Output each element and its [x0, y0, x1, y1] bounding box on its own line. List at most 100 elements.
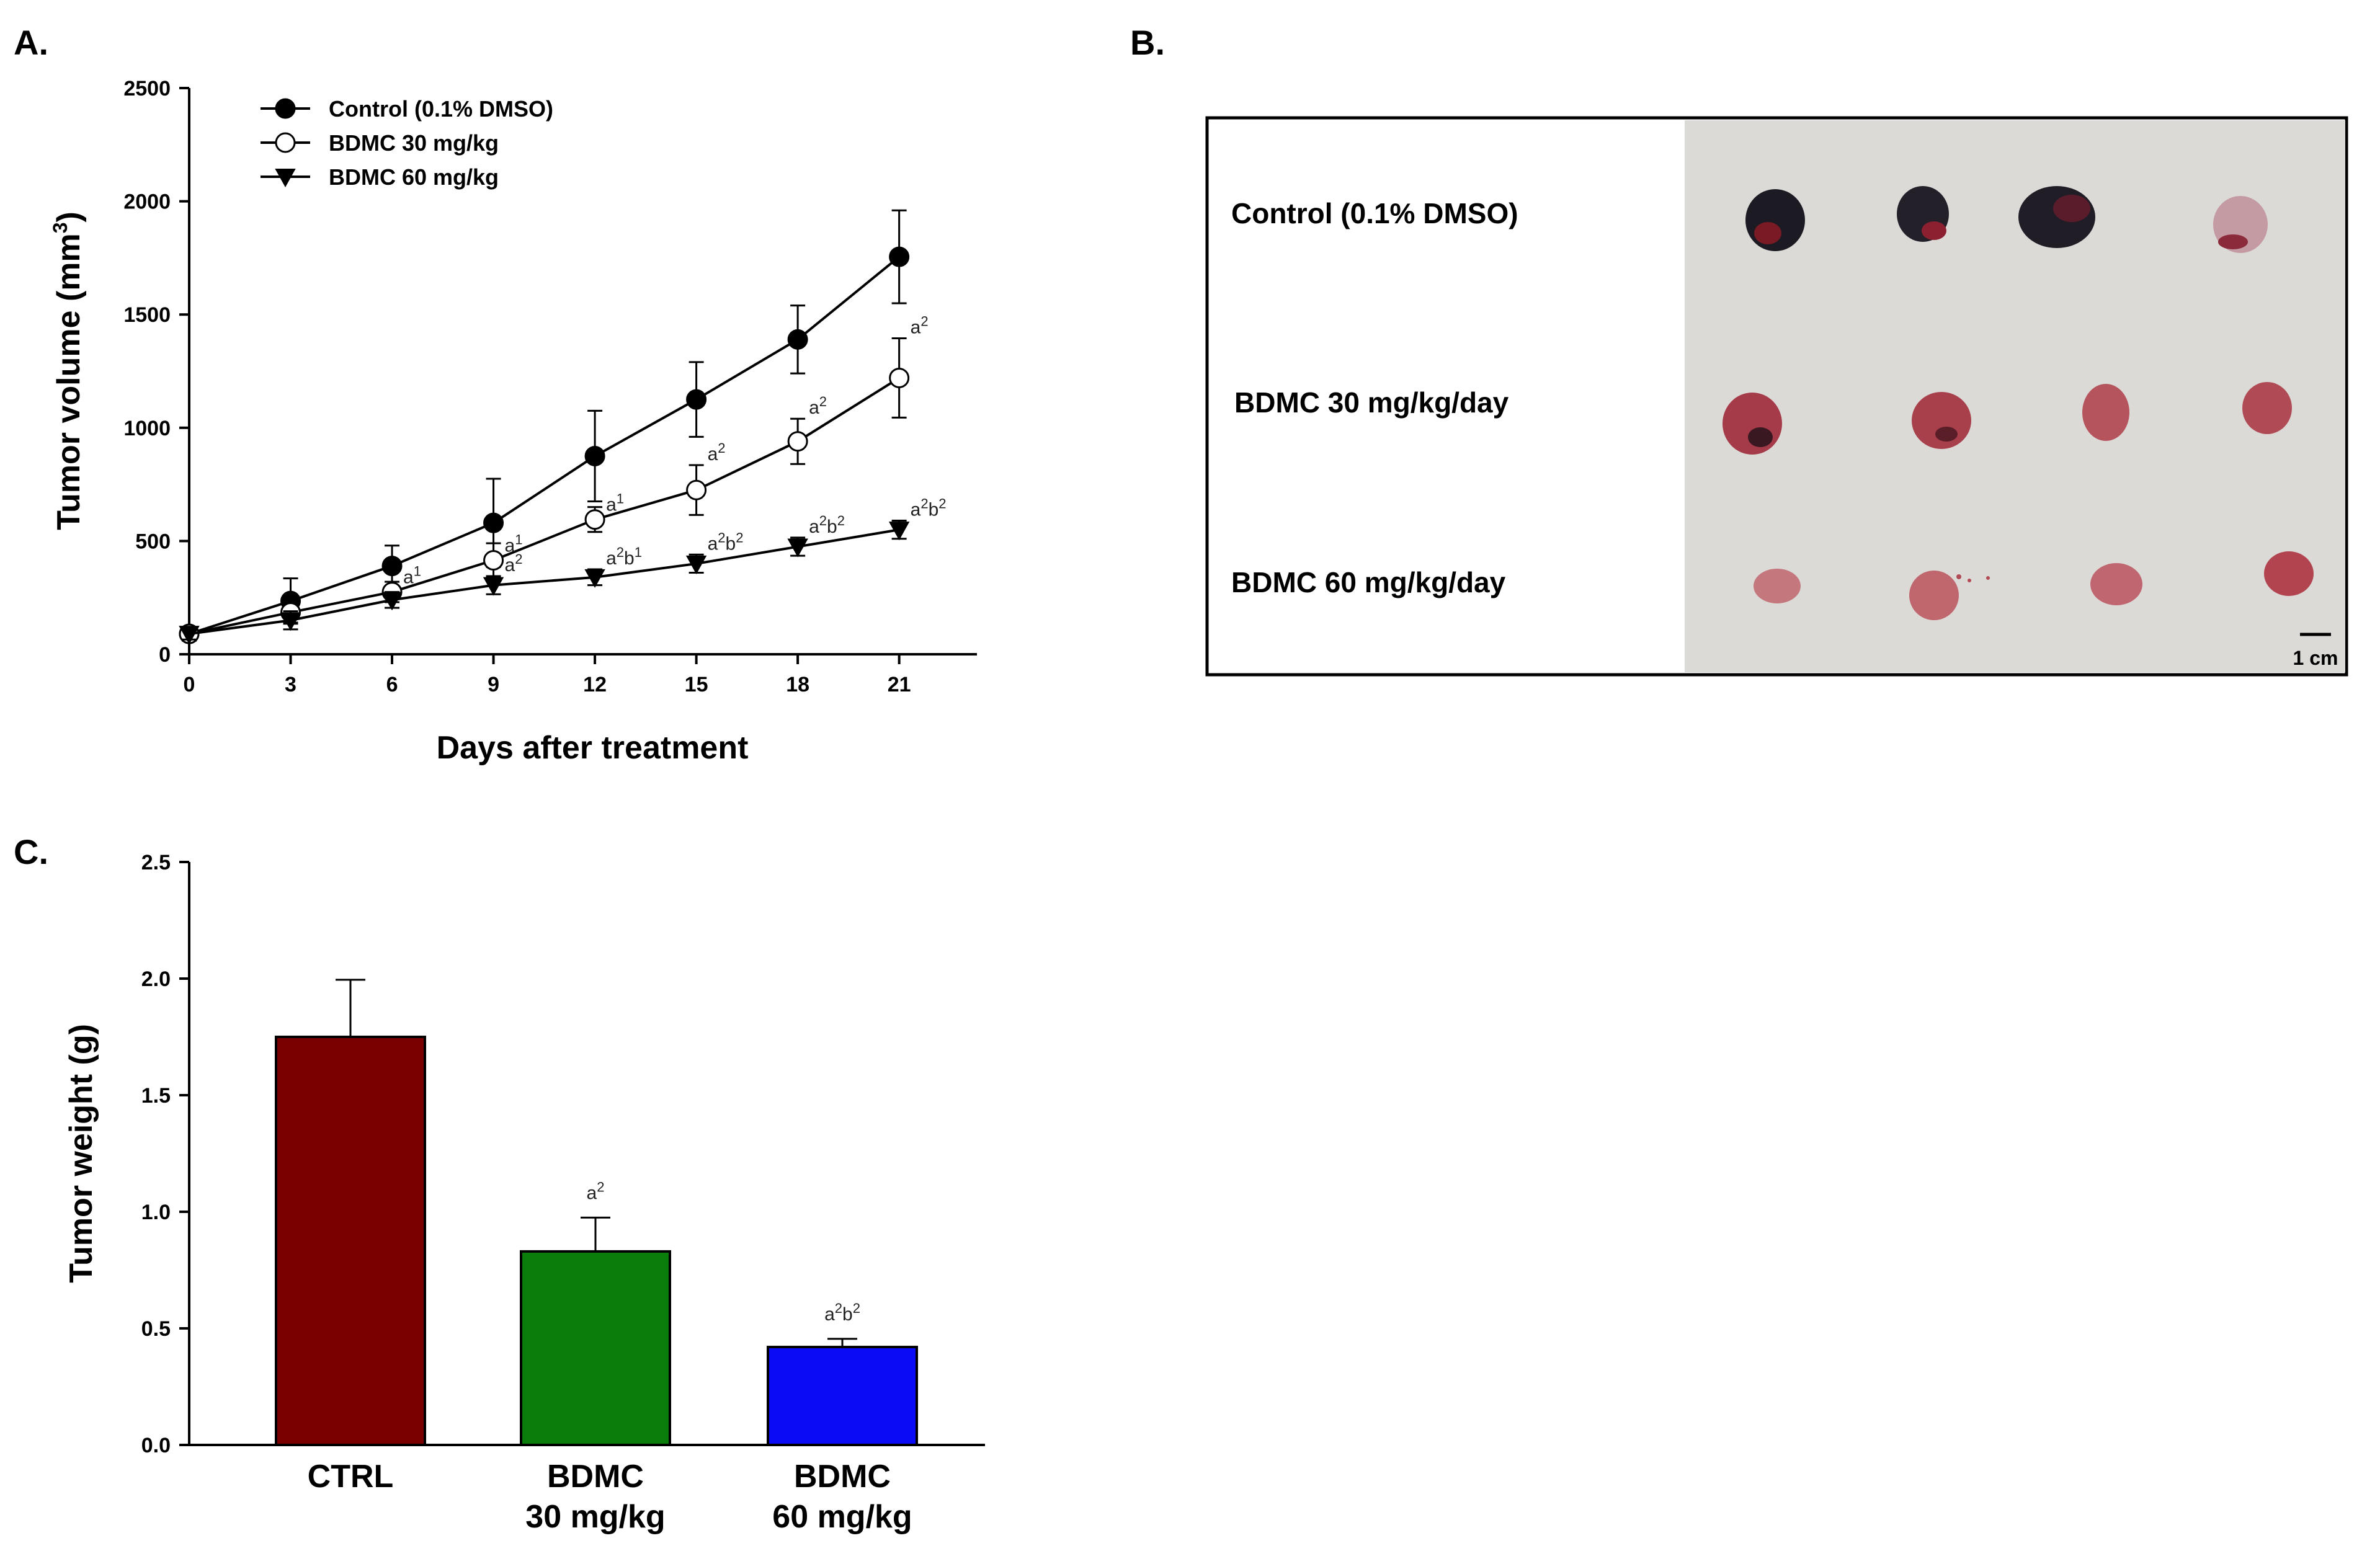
x-axis-title: Days after treatment: [437, 730, 749, 766]
series-0: [179, 209, 910, 644]
data-point: [889, 246, 910, 267]
panel-label-a: A.: [14, 23, 48, 62]
data-point: [179, 626, 200, 645]
tumor-highlight: [1935, 427, 1958, 442]
panel-label-b: B.: [1130, 23, 1165, 62]
data-point: [584, 445, 605, 466]
data-point: [483, 549, 504, 571]
data-point: [483, 512, 504, 533]
tumor-fragment: [1986, 576, 1990, 580]
y-axis-title: Tumor volume (mm3): [49, 211, 87, 530]
legend-marker: [275, 132, 296, 153]
y-tick-label: 1500: [123, 303, 171, 327]
bdmc30-tumors: [1723, 382, 2292, 455]
scale-bar-label: 1 cm: [2293, 647, 2338, 669]
tumor: [2090, 563, 2142, 605]
significance-label: a2: [587, 1179, 605, 1204]
photo-label-bdmc30: BDMC 30 mg/kg/day: [1234, 386, 1509, 419]
y-tick-label: 500: [135, 530, 171, 553]
data-point: [787, 431, 808, 452]
category-label: CTRL: [308, 1459, 394, 1495]
y-tick-label: 2000: [123, 190, 171, 214]
data-point: [381, 556, 403, 577]
category-label: BDMC: [547, 1459, 644, 1495]
x-tick-label: 9: [488, 673, 499, 696]
tumor: [1723, 393, 1782, 455]
data-point: [584, 569, 605, 588]
legend-label: BDMC 30 mg/kg: [329, 130, 499, 156]
y-tick-label: 2500: [123, 77, 171, 100]
significance-label: a1: [505, 531, 523, 556]
panel-label-c: C.: [14, 832, 48, 871]
significance-label: a2b2: [911, 496, 947, 520]
y-tick-label: 0.0: [141, 1434, 171, 1457]
legend-marker: [275, 169, 296, 188]
photo-label-control: Control (0.1% DMSO): [1231, 197, 1518, 229]
data-point: [888, 522, 910, 541]
x-tick-label: 18: [786, 673, 809, 696]
significance-label: a2: [708, 440, 726, 465]
y-tick-label: 1.0: [141, 1201, 171, 1224]
y-tick-label: 0.5: [141, 1317, 171, 1341]
tumor: [2242, 382, 2292, 434]
bar: [520, 1250, 671, 1447]
category-label: 60 mg/kg: [772, 1499, 912, 1535]
significance-label: a2: [505, 551, 523, 576]
data-point: [686, 479, 707, 500]
significance-label: a2: [911, 313, 929, 338]
x-tick-label: 15: [685, 673, 708, 696]
bdmc60-tumors: [1754, 551, 2314, 620]
data-point: [685, 555, 707, 574]
y-tick-label: 0: [159, 643, 171, 667]
significance-label: a2b2: [824, 1300, 860, 1325]
data-point: [280, 612, 301, 631]
data-point: [483, 577, 504, 596]
series-2: a2 a2b1 a2b2 a2b2 a2b2: [179, 496, 947, 645]
bar: [275, 1036, 426, 1446]
tumor-highlight: [1922, 221, 1946, 240]
tumor: [2082, 384, 2129, 441]
y-axis-title: Tumor weight (g): [63, 1024, 99, 1283]
significance-label: a2b1: [606, 544, 642, 569]
control-tumors: [1745, 186, 2268, 253]
legend-label: Control (0.1% DMSO): [329, 96, 553, 122]
tumor-highlight: [2218, 234, 2248, 249]
series-line: [189, 528, 899, 636]
category-label: BDMC: [794, 1459, 891, 1495]
tumor-highlight: [1754, 222, 1781, 244]
significance-label: a2b2: [809, 512, 845, 537]
photo-label-bdmc60: BDMC 60 mg/kg/day: [1231, 566, 1506, 598]
data-point: [787, 538, 808, 558]
tumor: [1909, 571, 1959, 620]
y-tick-label: 2.5: [141, 851, 171, 874]
tumor-fragment: [1968, 579, 1971, 582]
y-tick-label: 1000: [123, 417, 171, 440]
y-tick-label: 1.5: [141, 1084, 171, 1108]
tumor: [2264, 551, 2314, 596]
tumor-highlight: [2053, 195, 2090, 222]
tumor: [1754, 569, 1801, 603]
bar: [767, 1346, 918, 1447]
x-tick-label: 0: [184, 673, 195, 696]
tumor-highlight: [1748, 427, 1773, 447]
tumor-weight-bar-chart: 0.0 0.5 1.0 1.5 2.0 2.5 CTRL a2 BDMC 30 mg/kg a2b…: [63, 851, 985, 1535]
x-tick-label: 21: [888, 673, 911, 696]
data-point: [889, 367, 910, 388]
legend-label: BDMC 60 mg/kg: [329, 164, 499, 190]
tumor-fragment: [1956, 574, 1961, 579]
significance-label: a2: [809, 394, 827, 419]
significance-label: a1: [606, 491, 624, 515]
category-label: 30 mg/kg: [525, 1499, 665, 1535]
data-point: [686, 389, 707, 410]
significance-label: a1: [403, 563, 421, 588]
data-point: [787, 329, 808, 350]
series-line: [189, 256, 900, 636]
tumor-photo-panel: Control (0.1% DMSO) BDMC 30 mg/kg/day BD…: [1205, 116, 2348, 677]
x-tick-label: 12: [583, 673, 607, 696]
series-line: [189, 376, 900, 636]
x-tick-label: 6: [386, 673, 398, 696]
data-point: [584, 509, 605, 530]
y-tick-label: 2.0: [141, 967, 171, 991]
